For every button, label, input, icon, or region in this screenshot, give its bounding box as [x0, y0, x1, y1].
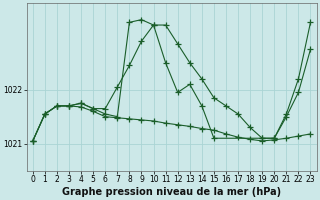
- X-axis label: Graphe pression niveau de la mer (hPa): Graphe pression niveau de la mer (hPa): [62, 187, 281, 197]
